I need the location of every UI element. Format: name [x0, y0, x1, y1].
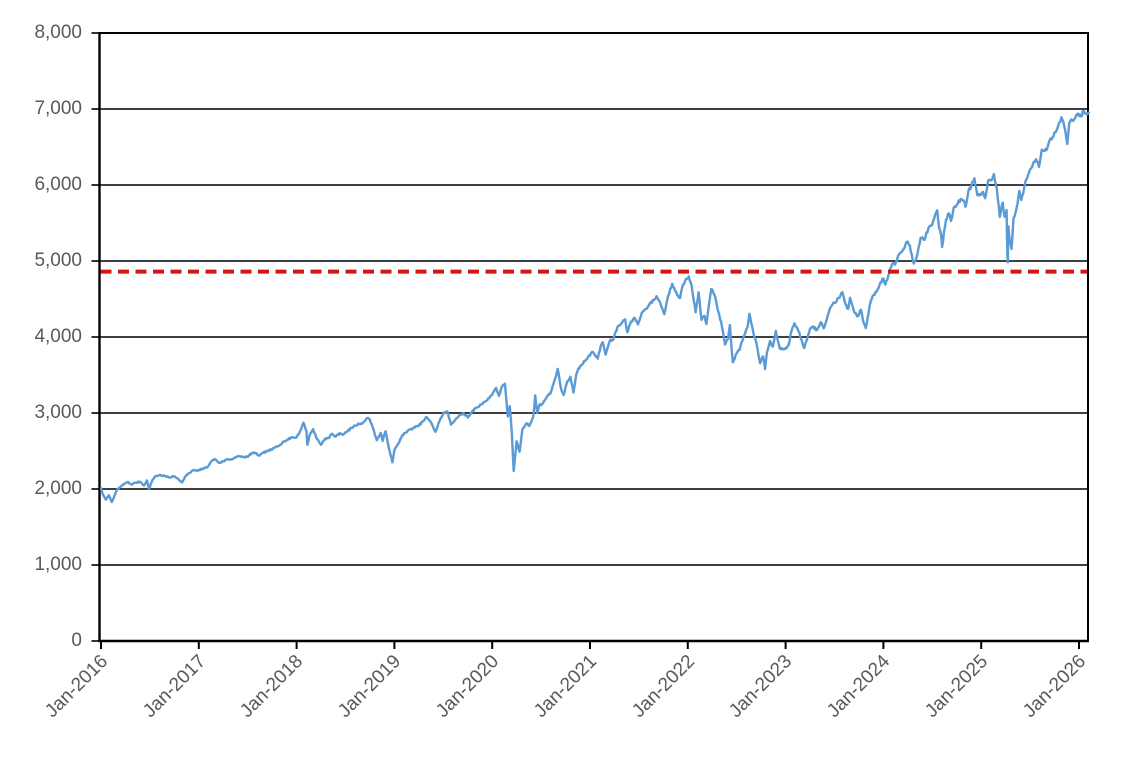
y-axis-label: 3,000: [34, 402, 82, 423]
y-axis-label: 6,000: [34, 174, 82, 195]
y-axis-label: 4,000: [34, 326, 82, 347]
y-axis-label: 8,000: [34, 22, 82, 43]
y-axis-label: 0: [71, 630, 82, 651]
y-axis-label: 1,000: [34, 554, 82, 575]
price-line: [99, 109, 1091, 504]
y-axis-label: 7,000: [34, 98, 82, 119]
y-axis-label: 2,000: [34, 478, 82, 499]
y-axis-label: 5,000: [34, 250, 82, 271]
